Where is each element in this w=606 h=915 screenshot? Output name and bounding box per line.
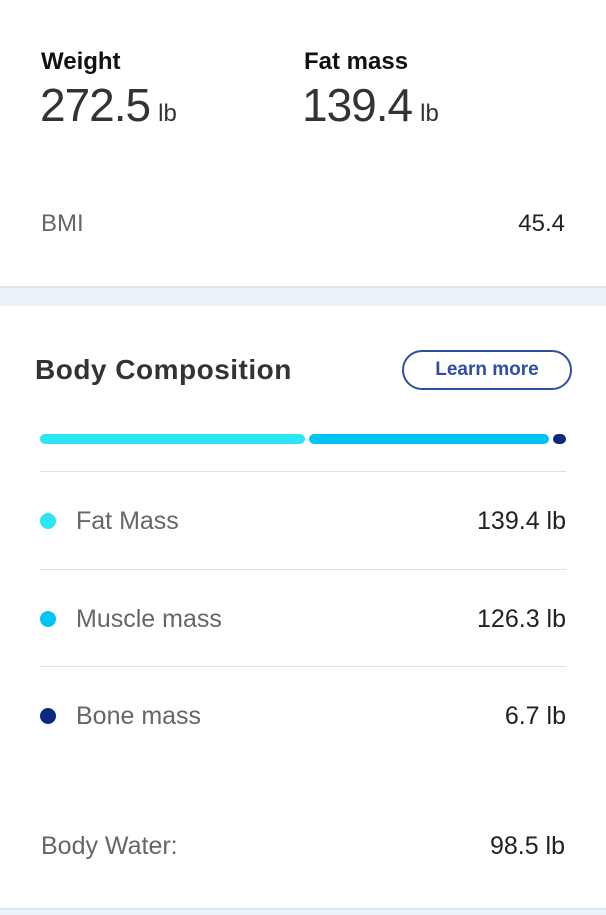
- item-value: 6.7 lb: [504, 701, 566, 730]
- fat-mass-value: 139.4 lb: [302, 78, 439, 132]
- weight-number: 272.5: [40, 79, 151, 131]
- composition-bar-segment-muscle-mass: [309, 434, 550, 444]
- fat-mass-number: 139.4: [302, 79, 413, 131]
- composition-bar-segment-fat-mass: [40, 434, 306, 444]
- section-title: Body Composition: [35, 354, 292, 385]
- list-item-bone-mass: Bone mass 6.7 lb: [40, 667, 566, 765]
- composition-bar-segment-bone-mass: [553, 434, 566, 444]
- bmi-label: BMI: [41, 210, 84, 237]
- bmi-value: 45.4: [518, 210, 565, 237]
- list-item-fat-mass: Fat Mass 139.4 lb: [40, 472, 566, 570]
- divider: [40, 569, 566, 570]
- fat-mass-unit: lb: [420, 100, 439, 127]
- learn-more-button[interactable]: Learn more: [402, 350, 572, 390]
- bone-mass-dot-icon: [40, 708, 56, 724]
- fat-mass-dot-icon: [40, 513, 56, 529]
- item-label: Muscle mass: [76, 604, 222, 633]
- section-divider: [0, 908, 606, 915]
- item-label: Bone mass: [76, 701, 202, 730]
- list-item-muscle-mass: Muscle mass 126.3 lb: [40, 570, 566, 668]
- fat-mass-label: Fat mass: [304, 48, 409, 75]
- section-divider: [0, 286, 606, 306]
- divider: [40, 666, 566, 667]
- body-water-label: Body Water:: [41, 832, 178, 860]
- body-water-value: 98.5 lb: [489, 832, 565, 860]
- weight-label: Weight: [41, 48, 121, 75]
- muscle-mass-dot-icon: [40, 611, 56, 627]
- divider: [40, 471, 566, 472]
- weight-value: 272.5 lb: [40, 78, 177, 132]
- item-value: 139.4 lb: [477, 506, 566, 535]
- item-label: Fat Mass: [76, 506, 179, 535]
- item-value: 126.3 lb: [477, 604, 566, 633]
- weight-unit: lb: [158, 100, 177, 127]
